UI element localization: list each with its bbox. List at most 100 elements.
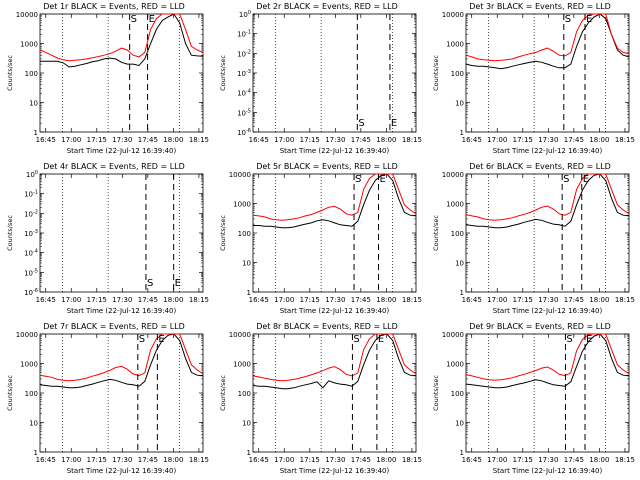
- x-axis-label: Start Time (22-Jul-12 16:39:40): [280, 467, 390, 475]
- panel-title: Det 1r BLACK = Events, RED = LLD: [43, 2, 185, 11]
- x-axis-label: Start Time (22-Jul-12 16:39:40): [493, 307, 603, 315]
- x-tick-label: 17:15: [300, 456, 320, 464]
- x-tick-label: 17:00: [487, 296, 507, 304]
- plot-frame: [465, 333, 630, 453]
- panel-p7: Det 7r BLACK = Events, RED = LLD Counts/s…: [6, 322, 209, 475]
- panel-title: Det 8r BLACK = Events, RED = LLD: [256, 322, 398, 331]
- x-tick-label: 17:15: [300, 296, 320, 304]
- y-axis-label: Counts/sec: [6, 215, 14, 251]
- lld-series-line: [465, 173, 630, 221]
- x-tick-label: 17:30: [538, 456, 558, 464]
- marker-e-label: E: [378, 334, 384, 345]
- x-tick-label: 18:00: [376, 296, 396, 304]
- x-tick-label: 16:45: [462, 136, 482, 144]
- marker-e-label: E: [586, 14, 592, 25]
- x-tick-label: 17:00: [61, 456, 81, 464]
- panel-title: Det 3r BLACK = Events, RED = LLD: [469, 2, 611, 11]
- y-axis-label: Counts/sec: [219, 55, 227, 91]
- y-tick-label: 1000: [446, 361, 464, 369]
- panel-title: Det 4r BLACK = Events, RED = LLD: [43, 162, 185, 171]
- marker-s-label: S: [353, 334, 359, 345]
- panel-p6: Det 6r BLACK = Events, RED = LLD Counts/s…: [432, 162, 635, 315]
- y-axis-label: Counts/sec: [432, 55, 440, 91]
- x-tick-label: 16:45: [249, 296, 269, 304]
- y-tick-label: 10-5: [24, 268, 38, 277]
- x-tick-label: 17:15: [513, 136, 533, 144]
- x-tick-label: 16:45: [36, 296, 56, 304]
- x-tick-label: 17:45: [138, 456, 158, 464]
- panel-p1: Det 1r BLACK = Events, RED = LLD Counts/s…: [6, 2, 209, 155]
- x-axis-label: Start Time (22-Jul-12 16:39:40): [67, 147, 177, 155]
- marker-s-label: S: [139, 334, 145, 345]
- x-tick-label: 17:30: [538, 136, 558, 144]
- y-tick-label: 1: [460, 289, 464, 297]
- x-tick-label: 17:45: [564, 456, 584, 464]
- x-tick-label: 17:15: [513, 456, 533, 464]
- x-tick-label: 18:15: [615, 456, 635, 464]
- events-series-line: [252, 333, 417, 390]
- panel-p8: Det 8r BLACK = Events, RED = LLD Counts/s…: [219, 322, 422, 475]
- lld-series-line: [39, 333, 204, 382]
- events-series-line: [465, 13, 630, 70]
- plot-frame: [39, 173, 204, 293]
- x-tick-label: 17:45: [351, 456, 371, 464]
- x-tick-label: 17:15: [87, 456, 107, 464]
- y-tick-label: 10: [29, 420, 38, 428]
- lld-series-line: [252, 333, 417, 382]
- x-tick-label: 17:00: [274, 456, 294, 464]
- y-tick-label: 10-1: [24, 190, 38, 199]
- marker-s-label: S: [563, 174, 569, 185]
- y-tick-label: 100: [238, 390, 251, 398]
- y-tick-label: 10-1: [237, 30, 251, 39]
- lld-series-line: [465, 13, 630, 62]
- events-series-line: [465, 333, 630, 389]
- x-axis-label: Start Time (22-Jul-12 16:39:40): [280, 147, 390, 155]
- y-tick-label: 10000: [229, 171, 251, 179]
- panel-title: Det 5r BLACK = Events, RED = LLD: [256, 162, 398, 171]
- plot-frame: [252, 333, 417, 453]
- y-tick-label: 100: [25, 70, 38, 78]
- y-tick-label: 10: [455, 100, 464, 108]
- y-tick-label: 10-3: [237, 69, 251, 78]
- y-axis-label: Counts/sec: [219, 215, 227, 251]
- x-tick-label: 17:45: [564, 296, 584, 304]
- x-axis-label: Start Time (22-Jul-12 16:39:40): [280, 307, 390, 315]
- x-tick-label: 18:00: [163, 296, 183, 304]
- plot-frame: [465, 173, 630, 293]
- y-tick-label: 100: [451, 230, 464, 238]
- y-tick-label: 10: [455, 420, 464, 428]
- x-tick-label: 17:30: [325, 136, 345, 144]
- x-tick-label: 16:45: [249, 136, 269, 144]
- x-tick-label: 17:15: [513, 296, 533, 304]
- marker-e-label: E: [175, 278, 181, 289]
- y-axis-label: Counts/sec: [6, 375, 14, 411]
- y-tick-label: 10: [242, 260, 251, 268]
- x-tick-label: 16:45: [462, 456, 482, 464]
- x-tick-label: 17:00: [487, 136, 507, 144]
- y-tick-label: 10000: [442, 331, 464, 339]
- x-tick-label: 18:15: [402, 136, 422, 144]
- events-series-line: [465, 173, 630, 229]
- panel-p3: Det 3r BLACK = Events, RED = LLD Counts/s…: [432, 2, 635, 155]
- y-axis-label: Counts/sec: [219, 375, 227, 411]
- x-tick-label: 17:30: [325, 456, 345, 464]
- y-tick-label: 1: [34, 449, 38, 457]
- plot-frame: [465, 13, 630, 133]
- y-tick-label: 10000: [229, 331, 251, 339]
- y-tick-label: 1000: [233, 361, 251, 369]
- x-tick-label: 17:15: [87, 136, 107, 144]
- x-axis-label: Start Time (22-Jul-12 16:39:40): [67, 467, 177, 475]
- x-axis-label: Start Time (22-Jul-12 16:39:40): [493, 147, 603, 155]
- y-tick-label: 1: [34, 129, 38, 137]
- y-tick-label: 100: [25, 390, 38, 398]
- y-tick-label: 10-6: [237, 128, 251, 137]
- x-tick-label: 17:30: [325, 296, 345, 304]
- plot-frame: [252, 173, 417, 293]
- x-tick-label: 17:30: [112, 456, 132, 464]
- panel-p2: Det 2r BLACK = Events, RED = LLD Counts/s…: [219, 2, 422, 155]
- x-tick-label: 17:15: [300, 136, 320, 144]
- y-tick-label: 100: [239, 10, 251, 19]
- lld-series-line: [39, 13, 204, 62]
- y-tick-label: 1000: [446, 41, 464, 49]
- y-tick-label: 100: [238, 230, 251, 238]
